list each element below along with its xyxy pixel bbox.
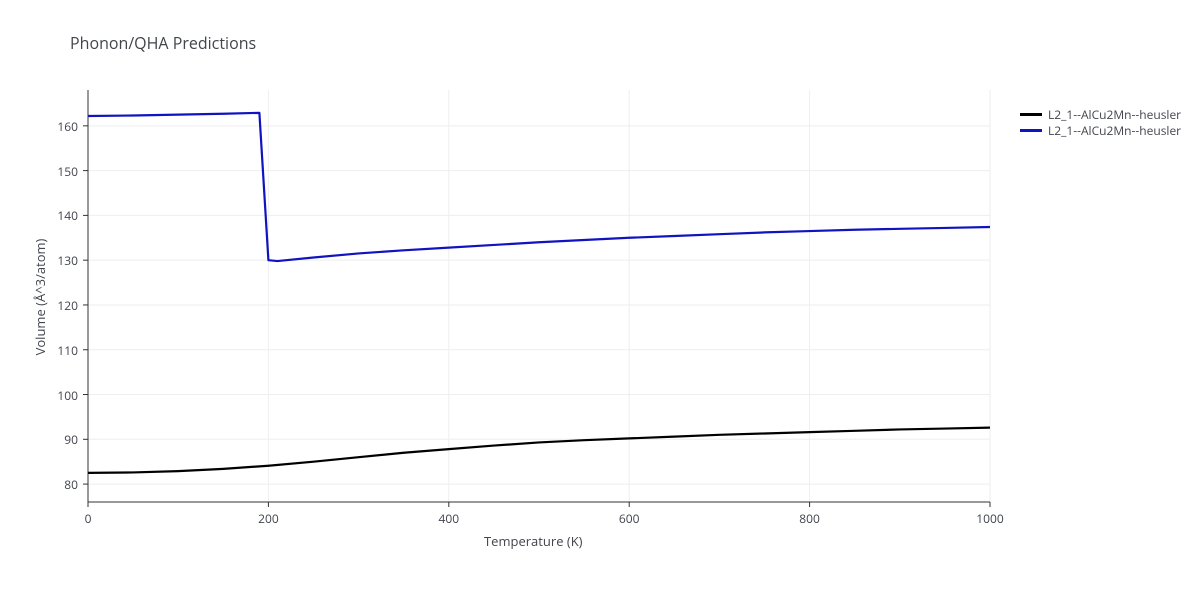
legend-label: L2_1--AlCu2Mn--heusler [1048, 106, 1181, 123]
y-tick-label: 160 [48, 118, 78, 135]
y-tick-label: 150 [48, 163, 78, 180]
x-tick-label: 200 [253, 510, 283, 527]
chart-canvas [0, 0, 1200, 600]
x-tick-label: 0 [73, 510, 103, 527]
legend-swatch [1020, 129, 1042, 131]
legend-item[interactable]: L2_1--AlCu2Mn--heusler [1020, 106, 1181, 123]
y-tick-label: 80 [48, 476, 78, 493]
y-tick-label: 120 [48, 297, 78, 314]
legend-label: L2_1--AlCu2Mn--heusler [1048, 122, 1181, 139]
x-tick-label: 1000 [975, 510, 1005, 527]
x-tick-label: 600 [614, 510, 644, 527]
y-tick-label: 110 [48, 342, 78, 359]
legend-item[interactable]: L2_1--AlCu2Mn--heusler [1020, 122, 1181, 139]
y-tick-label: 140 [48, 207, 78, 224]
y-tick-label: 90 [48, 431, 78, 448]
legend-swatch [1020, 113, 1042, 115]
x-axis-label: Temperature (K) [484, 532, 583, 550]
x-tick-label: 800 [795, 510, 825, 527]
x-tick-label: 400 [434, 510, 464, 527]
y-tick-label: 100 [48, 387, 78, 404]
y-axis-label: Volume (Å^3/atom) [31, 227, 49, 367]
y-tick-label: 130 [48, 252, 78, 269]
